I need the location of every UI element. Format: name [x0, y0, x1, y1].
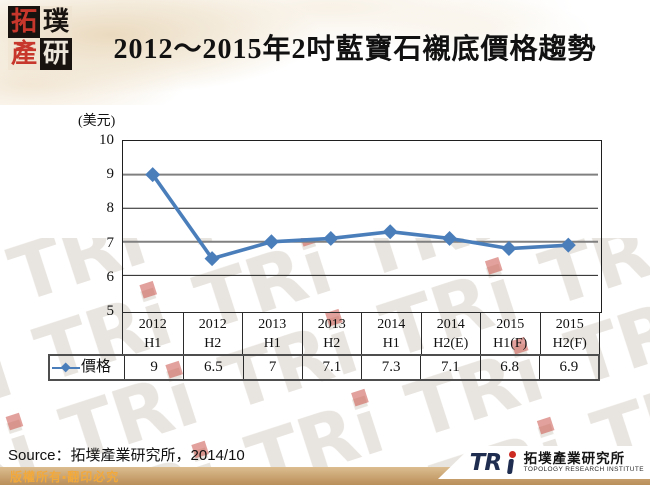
- category-cell: 2015 H1(F): [480, 312, 540, 354]
- price-line-series: [123, 167, 598, 276]
- category-cell: 2013 H1: [242, 312, 302, 354]
- value-cell: 6.8: [479, 356, 539, 379]
- tri-logo-i-stem: [506, 458, 514, 474]
- series-legend-cell: 價格: [50, 356, 124, 379]
- header-marble-texture: [0, 0, 650, 105]
- category-cell: 2015 H2(F): [539, 312, 600, 354]
- legend-line-diamond-marker: [52, 361, 80, 373]
- category-cell: 2012 H1: [138, 316, 167, 351]
- value-cell: 7.1: [301, 356, 361, 379]
- seal-char-3: 產: [8, 38, 40, 70]
- y-tick-10: 10: [99, 132, 114, 148]
- tri-logo-red-dot-icon: [508, 450, 516, 458]
- y-tick-7: 7: [106, 234, 115, 251]
- value-cell: 6.9: [538, 356, 598, 379]
- y-tick-6: 6: [106, 268, 115, 285]
- y-axis-unit-label: (美元): [78, 114, 116, 129]
- category-header-row: 2012 H1 2012 H2 2013 H1 2013 H2 2014 H1 2014 H…: [122, 311, 600, 355]
- org-name-chinese: 拓墣產業研究所: [523, 451, 626, 466]
- category-cell: 2014 H2(E): [420, 312, 481, 354]
- copyright-text: 版權所有▪翻印必究: [10, 469, 120, 484]
- y-tick-9: 9: [106, 166, 115, 183]
- page-title: 2012～2015年2吋藍寶石襯底價格趨勢: [113, 34, 597, 65]
- category-cell: 2012 H2: [182, 312, 243, 354]
- y-tick-5: 5: [106, 303, 115, 319]
- value-cell: 7: [242, 356, 302, 379]
- series-name: 價格: [81, 359, 112, 375]
- category-cell: 2014 H1: [361, 312, 421, 354]
- tri-footer-logo: TR 拓墣產業研究所 TOPOLOGY RESEARCH INSTITUTE: [438, 446, 650, 479]
- value-cell: 7.1: [420, 356, 479, 379]
- line-chart-plot-area: [122, 140, 602, 313]
- value-cell: 9: [124, 356, 183, 379]
- source-note: Source：拓墣產業研究所，2014/10: [8, 447, 245, 464]
- org-name-english: TOPOLOGY RESEARCH INSTITUTE: [523, 466, 644, 473]
- category-cell: 2013 H2: [301, 312, 362, 354]
- tri-logo-icon: TR: [470, 450, 520, 476]
- topology-seal-logo: 拓 璞 產 研: [8, 6, 72, 70]
- value-cell: 6.5: [183, 356, 242, 379]
- seal-char-2: 璞: [40, 6, 72, 38]
- data-value-row: 價格 9 6.5 7 7.1 7.3 7.1 6.8 6.9: [48, 354, 600, 381]
- seal-char-1: 拓: [8, 6, 40, 38]
- y-tick-8: 8: [106, 200, 115, 217]
- seal-char-4: 研: [40, 38, 72, 70]
- value-cell: 7.3: [361, 356, 420, 379]
- tri-watermark-pattern: TRi: [0, 238, 650, 467]
